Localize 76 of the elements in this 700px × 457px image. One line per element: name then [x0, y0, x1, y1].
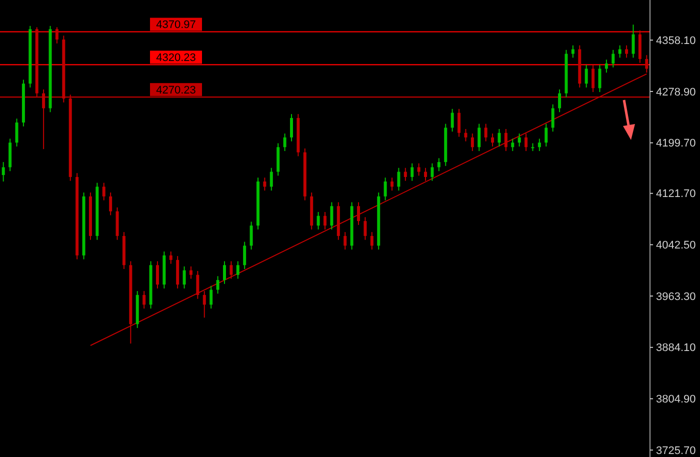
candlestick	[390, 177, 394, 192]
y-tick-label: 4121.70	[656, 188, 696, 200]
candlestick	[604, 59, 608, 74]
candlestick	[196, 270, 200, 300]
candlestick	[430, 162, 434, 182]
candlestick	[538, 138, 541, 152]
candlestick	[243, 241, 246, 270]
candlestick	[55, 26, 58, 44]
candlestick	[424, 167, 428, 182]
candlestick	[324, 211, 326, 230]
candlestick	[470, 133, 474, 152]
candlestick	[230, 260, 233, 280]
candlestick	[478, 123, 481, 152]
candlestick	[618, 44, 622, 58]
candlestick	[397, 167, 400, 192]
ref-line-label: 4370.97	[156, 19, 196, 32]
candlestick	[357, 202, 360, 226]
candlestick	[202, 290, 206, 318]
candlestick	[410, 162, 414, 182]
candlestick	[612, 49, 615, 68]
candlestick	[571, 44, 574, 58]
candlestick	[169, 251, 172, 264]
candlestick	[511, 138, 514, 152]
ref-line-label: 4270.23	[156, 84, 196, 96]
candlestick	[384, 177, 387, 201]
candlestick	[2, 162, 5, 182]
candlestick	[236, 260, 240, 280]
candlestick	[417, 162, 420, 176]
candlestick	[370, 232, 374, 250]
candlestick	[189, 266, 192, 280]
candlestick	[632, 24, 635, 58]
candlestick	[584, 64, 588, 88]
y-tick-label: 4199.70	[656, 138, 696, 150]
candlestick	[109, 192, 112, 216]
candlestick	[270, 167, 273, 192]
candlestick	[544, 123, 548, 147]
candlestick	[250, 221, 253, 250]
candlestick	[598, 64, 602, 93]
candlestick	[283, 133, 286, 152]
candlestick	[15, 118, 18, 147]
candlestick	[263, 177, 266, 192]
candlestick	[330, 202, 334, 230]
candlestick	[437, 158, 440, 172]
candlestick	[210, 285, 213, 310]
candlestick	[551, 104, 554, 132]
y-tick-label: 4042.50	[656, 240, 696, 252]
candlestick	[484, 123, 488, 142]
candlestick	[458, 108, 461, 138]
candlestick	[364, 216, 367, 240]
candlestick	[491, 133, 494, 147]
candlestick	[222, 260, 226, 284]
candlestick	[344, 232, 347, 250]
y-tick-label: 3725.70	[656, 444, 696, 457]
y-tick-label: 4358.10	[656, 34, 696, 47]
candlestick	[290, 114, 293, 142]
candlestick	[524, 133, 528, 152]
y-tick-label: 3804.90	[656, 394, 696, 406]
candlestick	[592, 64, 595, 93]
candlestick	[504, 128, 508, 152]
candlestick	[142, 290, 146, 310]
y-tick-label: 3884.10	[656, 342, 696, 354]
candlestick	[182, 266, 186, 289]
candlestick	[518, 133, 521, 147]
candlestick	[102, 182, 106, 201]
candlestick	[498, 128, 501, 147]
candlestick	[464, 128, 468, 142]
candlestick	[450, 108, 454, 132]
candlestick	[625, 44, 628, 58]
candlestick	[558, 88, 562, 113]
candlestick	[216, 276, 220, 294]
y-tick-label: 4278.90	[656, 86, 696, 98]
candlestick	[156, 260, 159, 289]
y-tick-label: 3963.30	[656, 290, 696, 303]
ref-line-label: 4320.23	[156, 52, 196, 64]
candlestick	[316, 211, 320, 230]
candlestick	[404, 167, 407, 182]
